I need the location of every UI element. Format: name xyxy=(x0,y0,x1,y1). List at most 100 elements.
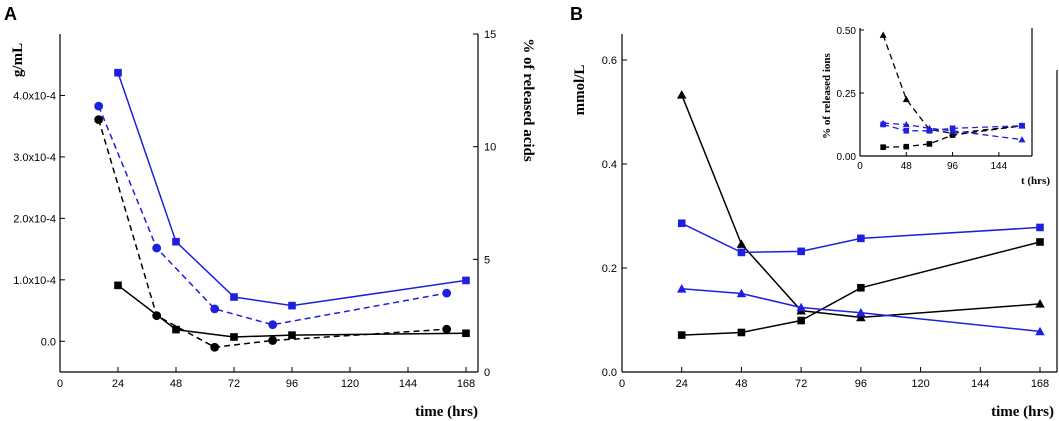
panel-a-data-point xyxy=(172,325,180,334)
panel-b-label: B xyxy=(570,4,583,24)
inset-y-tick-label: 0.50 xyxy=(837,26,857,37)
panel-b-data-point xyxy=(857,234,865,243)
panel-a-data-point xyxy=(230,293,238,301)
panel-a-data-point xyxy=(210,342,220,352)
panel-a-y-tick-label: 1.0x10-4 xyxy=(13,275,56,287)
panel-b-data-point xyxy=(1036,238,1044,246)
inset-data-point xyxy=(926,141,933,147)
panel-b-ylabel: mmol/L xyxy=(572,65,588,116)
panel-a-data-point xyxy=(114,281,122,290)
panel-a-data-point xyxy=(442,288,452,298)
inset-data-point xyxy=(902,95,910,103)
panel-a-data-point xyxy=(172,237,180,246)
panel-b-data-point xyxy=(857,283,865,292)
inset-x-tick-label: 144 xyxy=(991,161,1008,172)
panel-b-xlabel: time (hrs) xyxy=(991,404,1054,420)
panel-b-data-point xyxy=(676,284,687,293)
panel-a-series-line-3 xyxy=(98,105,447,326)
panel-a-data-point xyxy=(230,333,238,341)
inset-data-point xyxy=(949,132,956,138)
panel-a-series-line-0 xyxy=(117,284,467,338)
panel-a-xlabel: time (hrs) xyxy=(415,404,478,420)
panel-a-x-tick-label: 24 xyxy=(112,378,124,390)
panel-b-data-point xyxy=(796,302,806,312)
panel-b-x-tick-label: 120 xyxy=(911,378,929,390)
inset-series xyxy=(879,31,1026,150)
panel-b-x-tick-label: 96 xyxy=(855,378,867,390)
inset-data-point xyxy=(925,124,933,132)
panel-a-data-point xyxy=(268,336,278,345)
panel-a-data-point xyxy=(268,320,278,330)
panel-a-x-tick-label: 0 xyxy=(57,378,63,390)
inset-series-line-3 xyxy=(883,122,1023,141)
panel-b: B 0 24 48 72 96 120 144 168 0.0 0.2 0.4 0.6 mmol/L… xyxy=(570,4,1058,420)
inset-data-point xyxy=(879,119,887,127)
panel-a-series-line-2 xyxy=(97,119,447,348)
panel-a-label: A xyxy=(4,4,17,24)
panel-a-y2-tick-label: 15 xyxy=(484,29,496,41)
panel-a-y-tick-label: 2.0x10-4 xyxy=(13,213,56,225)
panel-a-ylabel: g/mL xyxy=(10,43,26,77)
panel-a-data-point xyxy=(94,101,104,111)
panel-a-y2-tick-label: 10 xyxy=(484,142,496,154)
panel-b-y-tick-label: 0.4 xyxy=(602,159,617,171)
panel-a-x-tick-label: 72 xyxy=(228,378,240,390)
panel-b-data-point xyxy=(736,239,747,248)
panel-b-x-ticks: 0 24 48 72 96 120 144 168 xyxy=(619,367,1049,390)
panel-b-x-tick-label: 72 xyxy=(795,378,807,390)
panel-b-data-point xyxy=(856,307,866,317)
panel-a-data-point xyxy=(152,243,162,253)
inset-series-line-2 xyxy=(882,123,1023,132)
inset-ylabel: % of released ions xyxy=(821,52,833,138)
panel-a-x-tick-label: 48 xyxy=(170,378,182,390)
panel-b-data-point xyxy=(677,331,686,339)
panel-b-x-tick-label: 24 xyxy=(676,378,688,390)
panel-a-data-point xyxy=(442,324,452,334)
panel-b-data-point xyxy=(736,288,747,298)
inset-data-point xyxy=(1019,122,1025,129)
panel-a-data-point xyxy=(288,301,296,310)
panel-a-series-line-1 xyxy=(117,72,467,307)
panel-b-data-point xyxy=(1036,223,1044,232)
inset-x-tick-label: 96 xyxy=(947,161,959,172)
panel-b-data-point xyxy=(797,316,805,325)
panel-a-data-point xyxy=(94,115,104,125)
panel-a-y-tick-label: 3.0x10-4 xyxy=(13,152,56,164)
inset-data-point xyxy=(1018,136,1026,143)
panel-b-y-tick-label: 0.2 xyxy=(602,263,617,275)
inset-series-line-1 xyxy=(883,125,1023,148)
panel-a-data-point xyxy=(152,311,162,321)
panel-b-data-point xyxy=(1035,326,1045,336)
inset-y-ticks: 0.00 0.25 0.50 xyxy=(837,26,864,163)
panel-b-y-ticks: 0.0 0.2 0.4 0.6 xyxy=(602,55,627,379)
panel-a-x-tick-label: 120 xyxy=(341,378,359,390)
panel-a-y2label: % of released acids xyxy=(520,38,536,162)
inset-x-tick-label: 48 xyxy=(901,161,913,172)
inset-data-point xyxy=(949,127,957,134)
panel-a-x-tick-label: 168 xyxy=(457,378,475,390)
panel-b-x-tick-label: 168 xyxy=(1031,378,1049,390)
panel-b-data-point xyxy=(856,312,866,322)
inset-data-point xyxy=(879,31,887,38)
inset-x-tick-label: 0 xyxy=(857,161,863,172)
inset: 0 48 96 144 0.00 0.25 0.50 % of released ions… xyxy=(821,26,1050,187)
inset-xlabel: t (hrs) xyxy=(1021,175,1050,187)
panel-b-x-tick-label: 0 xyxy=(619,378,625,390)
inset-background xyxy=(860,28,1032,156)
panel-a-x-tick-label: 96 xyxy=(286,378,298,390)
panel-b-data-point xyxy=(737,248,746,257)
panel-a-y-ticks: 0.0 1.0x10-4 2.0x10-4 3.0x10-4 4.0x10-4 xyxy=(13,90,65,348)
panel-a-y2-tick-label: 5 xyxy=(484,254,490,266)
panel-a-x-ticks: 0 24 48 72 96 120 144 168 xyxy=(57,367,475,390)
panel-a-series xyxy=(94,68,470,352)
inset-y-tick-label: 0.25 xyxy=(837,89,857,100)
inset-data-point xyxy=(903,128,910,134)
panel-b-x-tick-label: 48 xyxy=(735,378,747,390)
panel-b-x-tick-label: 144 xyxy=(971,378,989,390)
panel-a-y2-tick-label: 0 xyxy=(484,367,490,379)
panel-a-y2-ticks: 0 5 10 15 xyxy=(473,29,496,379)
panel-b-data-point xyxy=(676,90,687,99)
panel-a-y-tick-label: 0.0 xyxy=(41,336,56,348)
panel-a-data-point xyxy=(114,68,122,77)
